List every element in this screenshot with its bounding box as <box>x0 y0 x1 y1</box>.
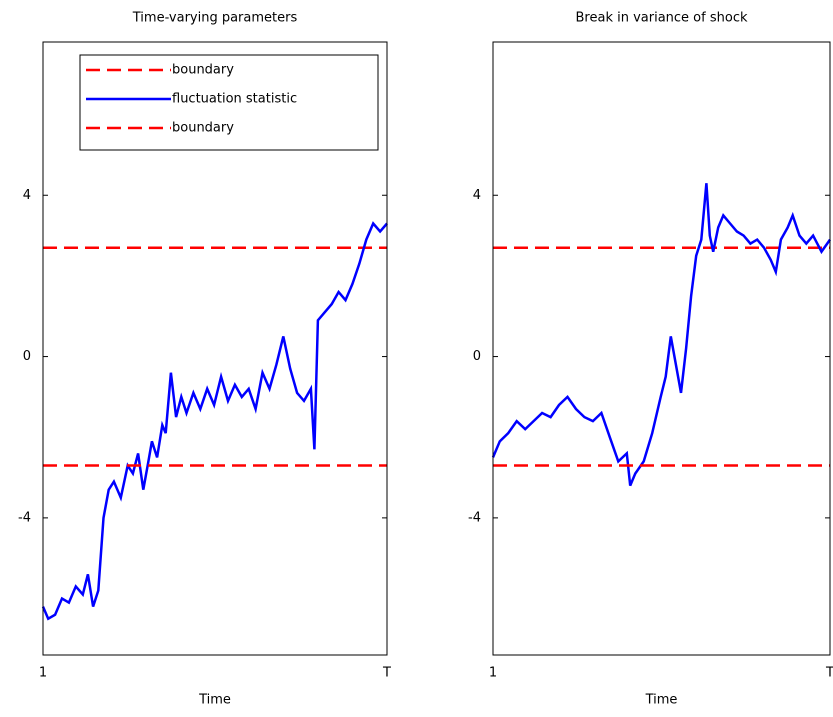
subplot-title: Break in variance of shock <box>576 11 748 26</box>
subplot: Break in variance of shock Time -4 0 4 1 T <box>468 11 833 708</box>
y-tick-label: -4 <box>468 510 481 525</box>
x-tick-label: 1 <box>39 666 47 681</box>
subplot: Time-varying parameters Time -4 0 4 1 Tboundar… <box>18 11 391 708</box>
plot-area <box>493 42 830 655</box>
x-tick-label: 1 <box>489 666 497 681</box>
subplot-title: Time-varying parameters <box>132 11 298 26</box>
axes-frame <box>42 41 388 656</box>
legend-label: boundary <box>172 121 234 136</box>
legend-label: fluctuation statistic <box>172 92 297 107</box>
y-tick-label: 0 <box>473 349 481 364</box>
x-axis-label: Time <box>645 693 678 708</box>
legend-label: boundary <box>172 63 234 78</box>
data-line <box>41 221 388 621</box>
y-tick-label: 0 <box>23 349 31 364</box>
y-tick-label: 4 <box>23 188 31 203</box>
data-line <box>491 183 832 487</box>
x-tick-label: T <box>382 666 391 681</box>
y-tick-label: -4 <box>18 510 31 525</box>
y-tick-label: 4 <box>473 188 481 203</box>
x-axis-label: Time <box>198 693 231 708</box>
axes-frame <box>492 41 831 656</box>
x-tick-label: T <box>825 666 833 681</box>
